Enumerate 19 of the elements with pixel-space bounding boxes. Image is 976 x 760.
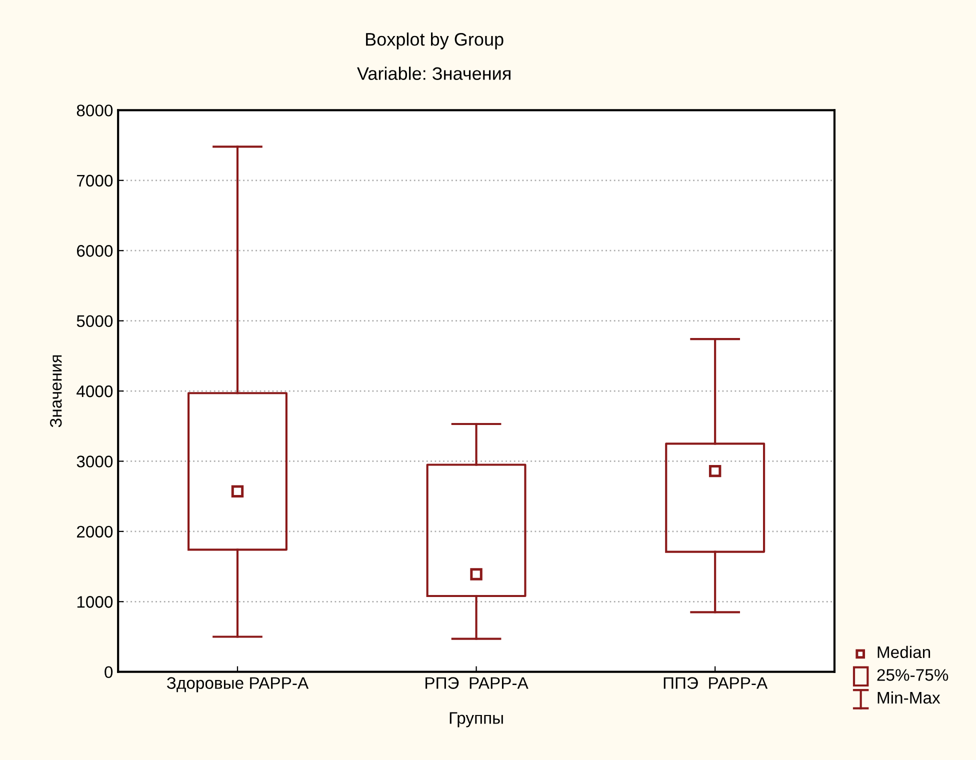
y-tick-label: 6000 <box>77 245 113 257</box>
x-tick-label: Здоровые PAPP-A <box>166 677 309 692</box>
text: Median <box>878 646 930 658</box>
x-axis-title: Группы <box>450 712 503 728</box>
y-tick-label: 7000 <box>77 174 113 187</box>
chart-subtitle: Variable: Значения <box>357 66 510 80</box>
y-tick-label: 8000 <box>76 104 113 116</box>
y-tick-label: 2000 <box>77 526 113 538</box>
y-axis-title: Значения <box>50 355 62 428</box>
x-tick-label: ППЭ PAPP-A <box>664 677 768 689</box>
text: Min-Max <box>878 691 940 704</box>
y-tick-label: 1000 <box>77 596 113 608</box>
y-tick-label: 0 <box>104 666 113 678</box>
y-tick-label: 4000 <box>76 385 113 398</box>
y-tick-label: 5000 <box>76 315 113 328</box>
x-tick-label: РПЭ PAPP-A <box>426 677 528 689</box>
chart-title: Boxplot by Group <box>366 32 504 50</box>
text: 25%-75% <box>877 669 948 681</box>
y-tick-label: 3000 <box>76 456 113 468</box>
